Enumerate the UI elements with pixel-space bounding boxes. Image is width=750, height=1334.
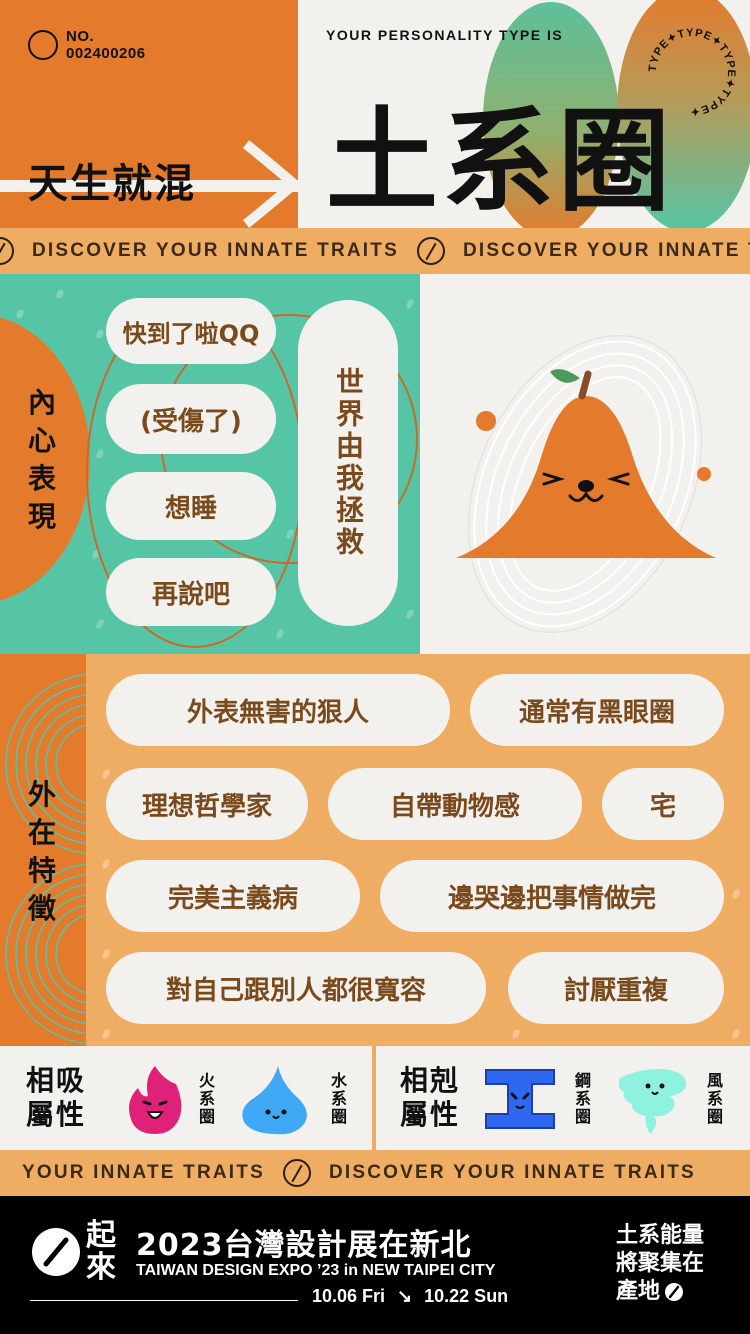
slash-circle-icon: [0, 237, 14, 265]
outer-trait-pill: 邊哭邊把事情做完: [380, 860, 724, 932]
type-badge-icon: TYPE✦TYPE✦TYPE✦TYPE✦: [647, 27, 737, 117]
footer-message-line: 將聚集在: [616, 1251, 705, 1276]
inner-section-label: 內心表現: [27, 386, 56, 533]
marquee-text: DISCOVER YOUR INNATE TRAITS: [462, 240, 750, 261]
inner-trait-pill: 快到了啦QQ: [106, 298, 276, 364]
inner-trait-pill: 想睡: [106, 472, 276, 540]
serial-number: NO. 002400206: [66, 28, 146, 62]
footer-message-line: 產地: [616, 1279, 661, 1304]
marquee-text: DISCOVER YOUR INNATE TRAITS: [328, 1162, 696, 1183]
footer: 起來 2023台灣設計展在新北 TAIWAN DESIGN EXPO ’23 i…: [0, 1196, 750, 1334]
expo-logo-chars: 起來: [86, 1218, 116, 1285]
footer-message: 土系能量 將聚集在 產地: [616, 1222, 704, 1306]
chevron-right-icon: [242, 140, 298, 228]
expo-dates: 10.06 Fri ↘ 10.22 Sun: [312, 1286, 508, 1307]
water-mascot-icon: [242, 1066, 307, 1135]
slash-circle-icon: [416, 237, 445, 265]
attract-title: 相吸屬性: [26, 1064, 87, 1131]
steel-mascot-icon: [485, 1069, 555, 1129]
svg-text:TYPE✦TYPE✦TYPE✦TYPE✦: TYPE✦TYPE✦TYPE✦TYPE✦: [647, 27, 737, 117]
inner-traits-section: 內心表現 快到了啦QQ (受傷了) 想睡 再說吧 世界由我拯救: [0, 274, 420, 654]
header-gradient-ovals: [483, 0, 750, 228]
outer-label-panel: 外在特徵: [0, 654, 86, 1046]
outer-trait-pill: 自帶動物感: [328, 768, 582, 840]
attract-attributes-panel: 相吸屬性 火系圈 水系圈: [0, 1046, 372, 1150]
header-left-panel: NO. 002400206 天生就混: [0, 0, 298, 228]
steel-label: 鋼系圈: [574, 1071, 591, 1126]
outer-trait-pill: 理想哲學家: [106, 768, 308, 840]
outer-trait-pill: 對自己跟別人都很寬容: [106, 952, 486, 1024]
earth-mascot-illustration: [456, 334, 716, 634]
marquee-bottom: YOUR INNATE TRAITS DISCOVER YOUR INNATE …: [0, 1150, 750, 1196]
expo-logo-icon: [32, 1228, 80, 1276]
personality-type-name: 土系圈: [326, 97, 674, 227]
type-badge-text: TYPE✦TYPE✦TYPE✦TYPE✦: [647, 27, 736, 117]
footer-message-line: 土系能量: [616, 1223, 705, 1248]
expo-logo-small-icon: [665, 1283, 684, 1301]
repel-attributes-panel: 相剋屬性 鋼系圈 風系圈: [376, 1046, 750, 1150]
number-circle-icon: [28, 30, 58, 60]
header-divider-band: [0, 180, 298, 192]
serial-number-label: NO.: [66, 28, 95, 45]
marquee-top: DISCOVER YOUR INNATE TRAITS DISCOVER YOU…: [0, 228, 750, 274]
outer-traits-section: 外在特徵 外表無害的狠人 通常有黑眼圈 理想哲學家 自帶動物感 宅 完美主義病 …: [0, 654, 750, 1046]
arrow-down-right-icon: ↘: [397, 1286, 413, 1306]
fire-mascot-icon: [129, 1066, 182, 1134]
outer-section-label: 外在特徵: [27, 778, 56, 925]
mascot-panel: [420, 274, 750, 654]
concentric-rings-pattern: [5, 673, 86, 1045]
tagline: 天生就混: [28, 161, 196, 207]
expo-subtitle: TAIWAN DESIGN EXPO ’23 in NEW TAIPEI CIT…: [136, 1262, 496, 1279]
water-label: 水系圈: [330, 1071, 347, 1126]
footer-message-line-row: 產地: [616, 1278, 704, 1306]
outer-trait-pill: 通常有黑眼圈: [470, 674, 724, 746]
fire-label: 火系圈: [198, 1071, 215, 1126]
wind-mascot-icon: [618, 1069, 687, 1134]
personality-type-label: YOUR PERSONALITY TYPE IS: [326, 27, 564, 43]
marquee-text: YOUR INNATE TRAITS: [22, 1162, 265, 1183]
header-right-panel: YOUR PERSONALITY TYPE IS 土系圈 TYPE✦TYPE✦T…: [298, 0, 750, 228]
repel-title: 相剋屬性: [400, 1064, 461, 1131]
slash-circle-icon: [282, 1159, 311, 1187]
inner-trait-pill: (受傷了): [106, 384, 276, 454]
date-end: 10.22 Sun: [424, 1286, 509, 1306]
wind-label: 風系圈: [706, 1071, 723, 1126]
outer-trait-pill: 外表無害的狠人: [106, 674, 450, 746]
inner-trait-tall-pill: 世界由我拯救: [298, 300, 398, 626]
date-start: 10.06 Fri: [312, 1286, 386, 1306]
outer-trait-pill: 討厭重複: [508, 952, 724, 1024]
outer-trait-pill: 完美主義病: [106, 860, 360, 932]
expo-title: 2023台灣設計展在新北: [136, 1228, 472, 1263]
outer-trait-pill: 宅: [602, 768, 724, 840]
serial-number-value: 002400206: [66, 45, 146, 62]
inner-trait-pill: 再說吧: [106, 558, 276, 626]
footer-rule: [30, 1300, 298, 1301]
attr-gap: [372, 1046, 376, 1150]
marquee-text: DISCOVER YOUR INNATE TRAITS: [32, 240, 399, 261]
